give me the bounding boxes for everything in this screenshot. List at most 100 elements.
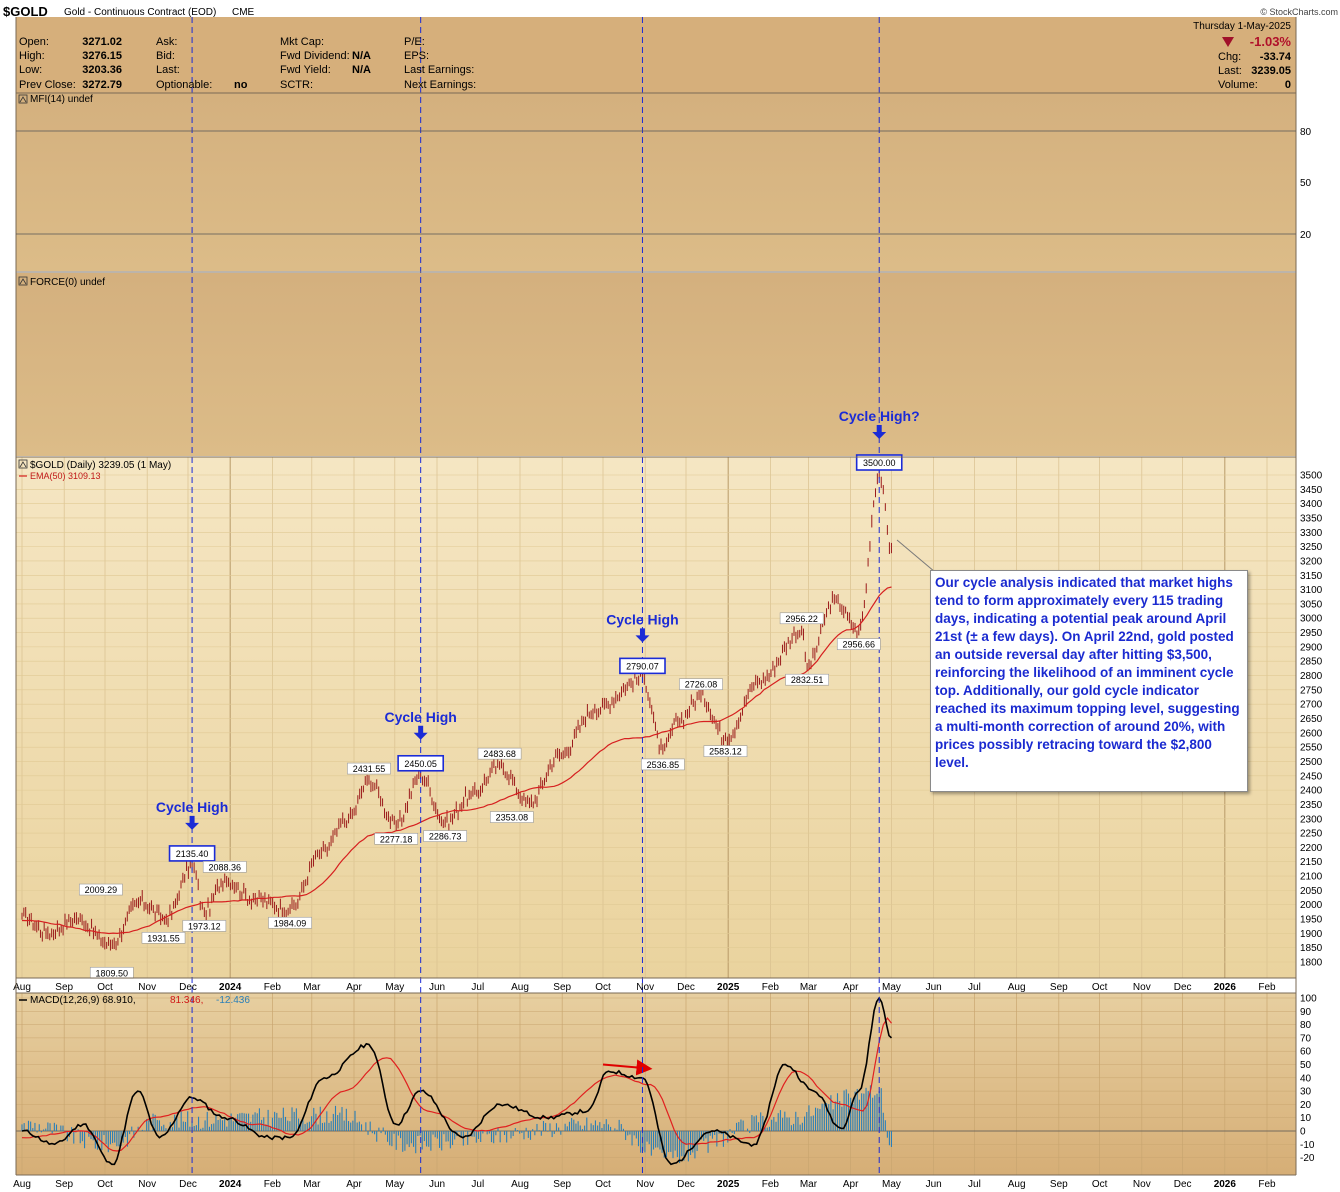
x-tick-label: Nov [636,1179,654,1190]
divergence-arrow [602,1059,653,1076]
price-point-label: 1809.50 [96,968,129,978]
x-tick-label: Apr [346,1179,362,1190]
last-close-value: 3239.05 [1251,65,1291,77]
y-tick-label: 50 [1300,1060,1312,1071]
macd-label: MACD(12,26,9) 68.910, [30,995,136,1006]
x-tick-label: Mar [800,1179,818,1190]
x-tick-label: Jun [429,1179,445,1190]
x-tick-label: May [385,1179,404,1190]
price-label-box [423,830,468,842]
x-tick-label: Aug [13,982,31,993]
y-tick-label: 2050 [1300,886,1323,897]
x-tick-label: Feb [762,1179,780,1190]
x-tick-label: Oct [595,982,611,993]
price-point-label: 1931.55 [147,933,180,943]
price-point-label: 2956.66 [843,640,876,650]
analysis-callout: Our cycle analysis indicated that market… [930,570,1248,792]
y-tick-label: 2900 [1300,642,1323,653]
last-label: Last: [156,64,180,76]
price-panel-icon [18,459,28,469]
price-label-box [703,745,748,757]
volume-label: Volume: [1218,79,1258,91]
sctr-label: SCTR: [280,79,313,91]
prev-close-value: 3272.79 [82,79,122,91]
x-tick-label: Feb [1258,982,1276,993]
low-value: 3203.36 [82,64,122,76]
x-tick-label: Dec [1174,982,1192,993]
mfi-tick-80: 80 [1300,127,1312,138]
description: Gold - Continuous Contract (EOD) [64,7,216,18]
price-point-label: 2353.08 [496,813,529,823]
high-value: 3276.15 [82,50,122,62]
y-tick-label: 20 [1300,1100,1312,1111]
x-tick-label: Apr [843,1179,859,1190]
y-tick-label: 2250 [1300,829,1323,840]
open-value: 3271.02 [82,36,122,48]
fwd-yield-value: N/A [352,64,371,76]
volume-value: 0 [1285,79,1291,91]
macd-hist-label: -12.436 [216,995,250,1006]
y-tick-label: 2750 [1300,685,1323,696]
pe-label: P/E: [404,36,425,48]
y-tick-label: 2400 [1300,786,1323,797]
y-tick-label: 2950 [1300,628,1323,639]
y-tick-label: 2500 [1300,757,1323,768]
price-label-box [836,638,881,650]
y-tick-label: 2100 [1300,872,1323,883]
y-tick-label: 2200 [1300,843,1323,854]
x-tick-label: Nov [1133,1179,1151,1190]
exchange: CME [232,7,255,18]
macd-layer [21,996,893,1166]
x-tick-label: Dec [677,982,695,993]
x-tick-label: Jun [926,1179,942,1190]
x-tick-label: Feb [1258,1179,1276,1190]
y-tick-label: 90 [1300,1007,1312,1018]
y-tick-label: 0 [1300,1127,1306,1138]
y-tick-label: 2850 [1300,657,1323,668]
x-tick-label: Dec [179,1179,197,1190]
x-tick-label: May [882,1179,901,1190]
mfi-label: MFI(14) undef [30,94,93,105]
y-tick-label: 30 [1300,1087,1312,1098]
x-tick-label: Sep [55,982,73,993]
x-tick-label: Jul [968,1179,981,1190]
x-tick-label: 2026 [1214,1179,1237,1190]
mfi-tick-20: 20 [1300,230,1312,241]
down-triangle-icon [1222,37,1234,47]
x-tick-label: Oct [97,1179,113,1190]
x-tick-label: May [882,982,901,993]
x-tick-label: Aug [511,1179,529,1190]
last-earnings-label: Last Earnings: [404,64,474,76]
y-tick-label: 1950 [1300,915,1323,926]
price-point-label: 2135.40 [176,849,209,859]
y-tick-label: 70 [1300,1033,1312,1044]
ask-label: Ask: [156,36,177,48]
y-tick-label: 3000 [1300,614,1323,625]
price-point-label: 2832.51 [791,675,824,685]
force-label: FORCE(0) undef [30,277,105,288]
prev-close-label: Prev Close: [19,79,76,91]
callout-pointer [896,539,936,573]
force-panel [16,273,1296,456]
y-tick-label: 2450 [1300,771,1323,782]
chg-value: -33.74 [1260,51,1292,63]
x-tick-label: Nov [636,982,654,993]
x-tick-label: 2024 [219,1179,242,1190]
y-tick-label: 1850 [1300,943,1323,954]
x-tick-label: Sep [553,982,571,993]
x-tick-label: Feb [264,1179,282,1190]
x-tick-label: 2026 [1214,982,1237,993]
x-tick-label: Nov [138,982,156,993]
x-tick-label: Aug [511,982,529,993]
x-tick-label: Mar [303,1179,321,1190]
price-label-box [489,811,534,823]
change-pct: -1.03% [1250,34,1292,49]
price-point-label: 2277.18 [380,834,413,844]
y-tick-label: 3050 [1300,599,1323,610]
price-label-box [141,932,186,944]
price-label-box [785,673,829,686]
optionable-value: no [234,79,248,91]
mfi-tick-50: 50 [1300,178,1312,189]
labels-layer: 1809.50 2009.29 1931.55 2135.40 1973.12 2088.… [79,454,936,979]
